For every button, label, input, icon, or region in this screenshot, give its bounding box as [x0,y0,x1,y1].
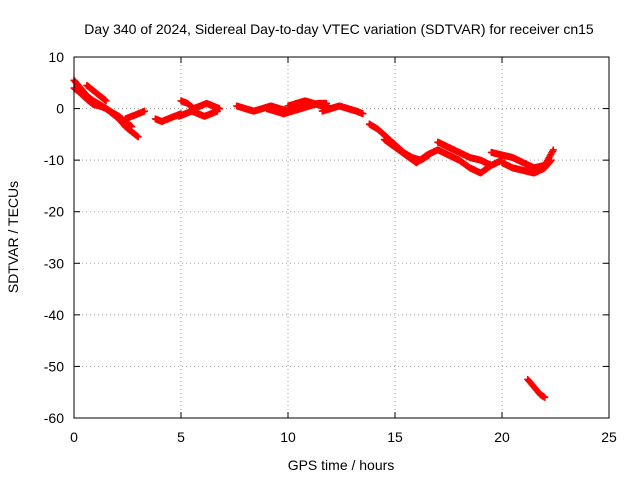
y-tick-label: -60 [44,410,64,426]
data-point [102,97,110,105]
data-point [549,146,557,154]
grid [74,57,609,418]
y-axis-label: SDTVAR / TECUs [5,181,21,293]
plot-frame [73,56,610,419]
series-arc-2 [70,84,142,141]
x-tick-label: 0 [70,429,78,445]
data-point [546,157,554,165]
x-tick-label: 20 [494,429,510,445]
y-tick-label: 10 [48,49,64,65]
x-axis-label: GPS time / hours [288,457,395,473]
tick-marks [73,56,610,419]
series-arc-11 [318,102,367,118]
data-point [216,105,224,113]
x-tick-label: 15 [387,429,403,445]
x-tick-labels: 0 5 10 15 20 25 [70,429,617,445]
data-point [359,110,367,118]
series-arc-15 [434,138,495,169]
x-tick-label: 10 [280,429,296,445]
data-point [134,133,142,141]
series-layer [70,76,557,401]
chart-title: Day 340 of 2024, Sidereal Day-to-day VTE… [84,21,594,37]
data-point [141,107,149,115]
x-tick-label: 25 [601,429,617,445]
series-arc-3 [83,81,110,105]
y-tick-label: -20 [44,204,64,220]
data-point [549,147,557,155]
y-tick-label: -40 [44,307,64,323]
y-tick-label: -50 [44,358,64,374]
data-point [541,393,549,401]
data-point [547,156,555,164]
x-tick-label: 5 [177,429,185,445]
series-arc-14 [423,146,506,177]
series-arc-4 [121,107,149,123]
y-tick-label: 0 [56,101,64,117]
y-tick-label: -30 [44,255,64,271]
y-tick-labels: 10 0 -10 -20 -30 -40 -50 -60 [44,49,64,426]
series-arc-18 [524,375,549,401]
y-tick-label: -10 [44,152,64,168]
data-point [487,161,495,169]
series-arc-7 [177,97,224,113]
series-arc-5 [151,110,185,125]
series-arc-17 [498,156,555,177]
